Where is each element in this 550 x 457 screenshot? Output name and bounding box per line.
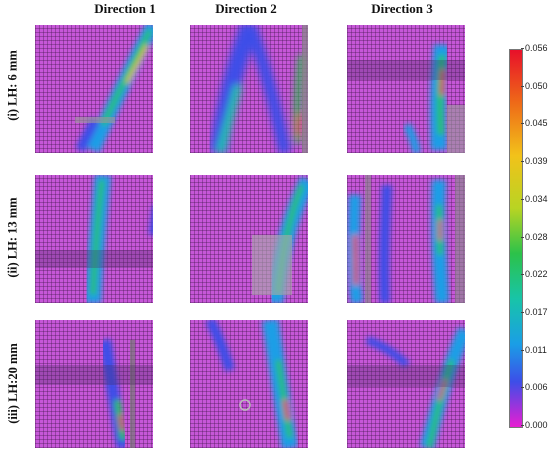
row-header-lh-13mm: (ii) LH: 13 mm: [5, 196, 20, 278]
colorbar-tick-label: 0.050: [521, 80, 548, 91]
strain-map-lh6-direction-1: [35, 25, 153, 153]
column-header-direction-1: Direction 1: [94, 1, 156, 16]
colorbar-tick-label: 0.006: [521, 382, 548, 393]
colorbar-tick-label: 0.034: [521, 193, 548, 204]
colorbar-tick-label: 0.022: [521, 269, 548, 280]
strain-map-lh20-direction-3: [347, 320, 465, 448]
strain-map-lh6-direction-2: [190, 25, 308, 153]
strain-map-lh6-direction-3: [347, 25, 465, 153]
colorbar-tick-label: 0.045: [521, 118, 548, 129]
column-header-direction-2: Direction 2: [215, 1, 277, 16]
strain-map-lh13-direction-3: [347, 175, 465, 303]
strain-map-lh13-direction-2: [190, 175, 308, 303]
strain-map-lh13-direction-1: [35, 175, 153, 303]
colorbar-tick-label: 0.017: [521, 306, 548, 317]
colorbar-tick-label: 0.028: [521, 231, 548, 242]
row-header-lh-6mm: (i) LH: 6 mm: [5, 49, 20, 121]
colorbar-gradient: [509, 49, 523, 428]
colorbar-tick-label: 0.039: [521, 156, 548, 167]
row-header-lh-20mm: (iii) LH:20 mm: [5, 342, 20, 424]
colorbar-tick-label: 0.000: [521, 420, 548, 430]
colorbar-tick-label: 0.011: [521, 344, 547, 355]
strain-map-lh20-direction-1: [35, 320, 153, 448]
colorbar-tick-label: 0.056: [521, 43, 548, 53]
strain-map-lh20-direction-2: [190, 320, 308, 448]
column-header-direction-3: Direction 3: [371, 1, 433, 16]
